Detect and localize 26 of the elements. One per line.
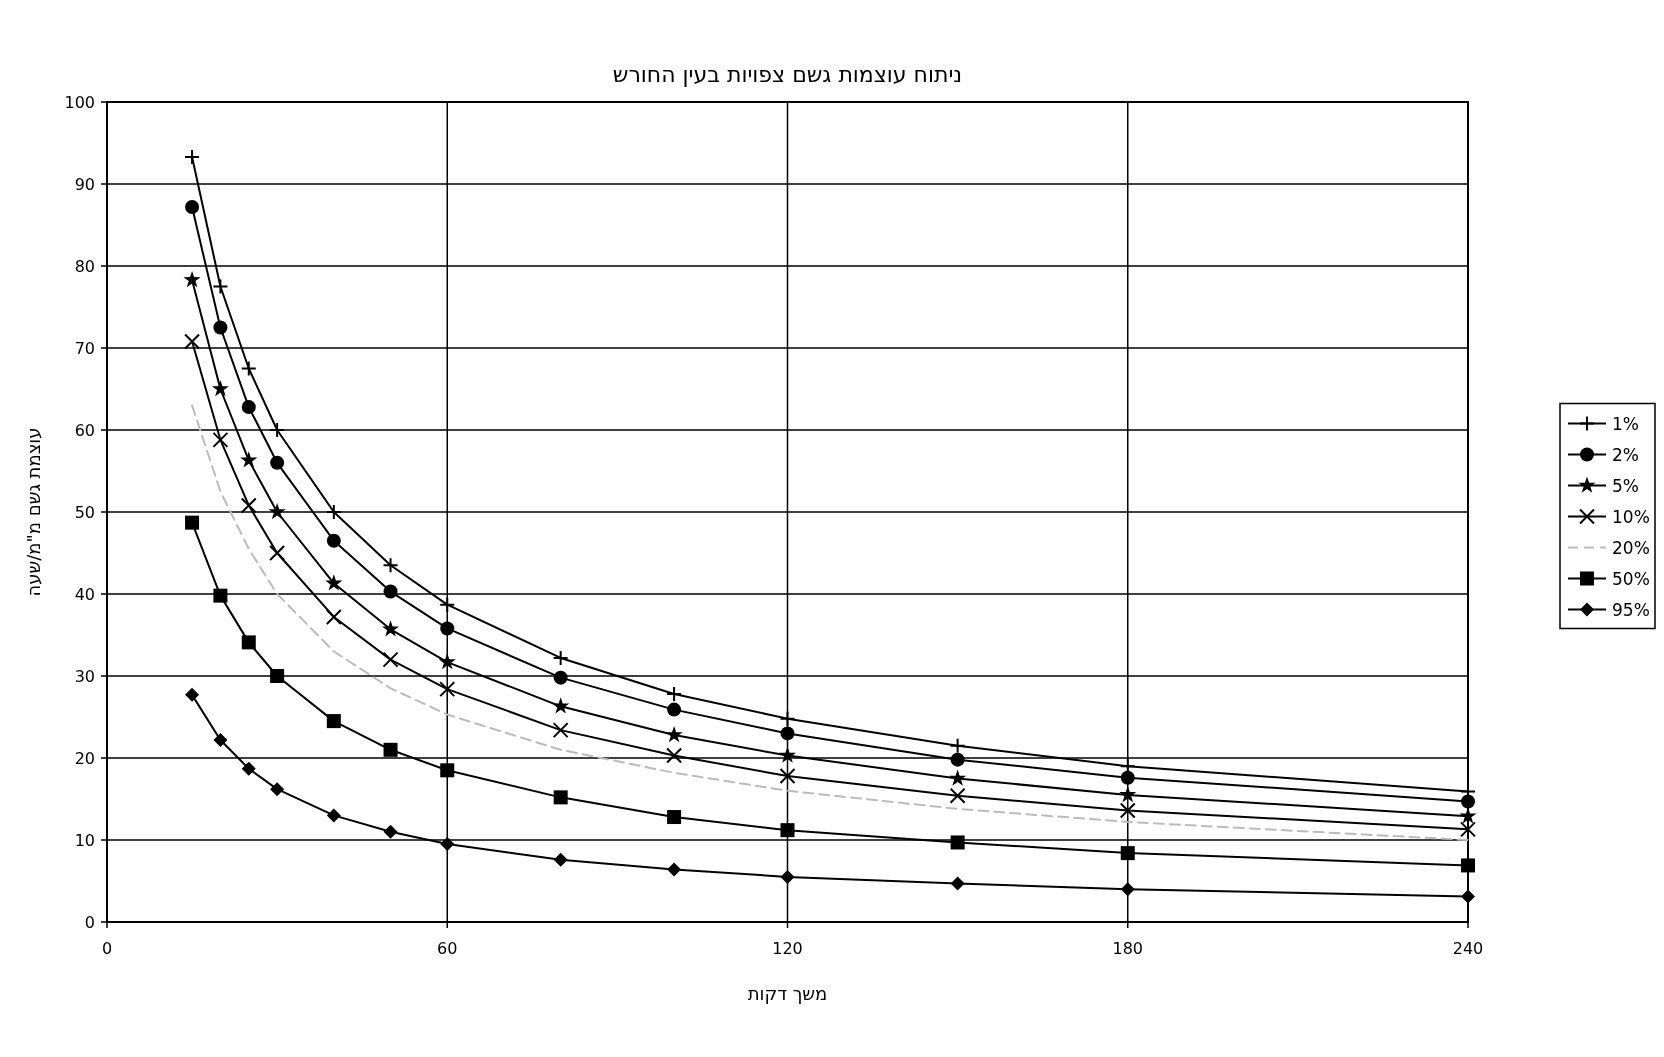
y-tick-label: 60 xyxy=(74,421,95,440)
x-tick-label: 120 xyxy=(772,939,803,958)
x-tick-label: 0 xyxy=(101,939,113,958)
y-tick-label: 10 xyxy=(74,831,95,850)
y-tick-label: 50 xyxy=(74,503,95,522)
y-tick-label: 30 xyxy=(74,667,95,686)
legend-label: 5% xyxy=(1612,475,1639,496)
y-tick-label: 90 xyxy=(74,175,95,194)
y-tick-label: 20 xyxy=(74,749,95,768)
y-axis-title: עוצמת גשם מ"מ/שעה xyxy=(23,427,44,597)
x-tick-label: 240 xyxy=(1452,939,1484,958)
x-axis-title: משך דקות xyxy=(747,983,828,1004)
y-tick-label: 70 xyxy=(74,339,95,358)
x-tick-label: 180 xyxy=(1112,939,1144,958)
legend-label: 10% xyxy=(1612,506,1650,527)
chart-title: ניתוח עוצמות גשם צפויות בעין החורש xyxy=(612,62,963,87)
x-tick-label: 60 xyxy=(437,939,458,958)
legend-label: 2% xyxy=(1612,444,1639,465)
y-tick-label: 100 xyxy=(64,93,95,112)
legend-label: 50% xyxy=(1612,568,1650,589)
legend-label: 20% xyxy=(1612,537,1650,558)
legend-label: 95% xyxy=(1612,599,1650,620)
y-tick-label: 80 xyxy=(74,257,95,276)
legend-label: 1% xyxy=(1612,413,1639,434)
y-tick-label: 0 xyxy=(84,913,95,932)
y-tick-label: 40 xyxy=(74,585,95,604)
